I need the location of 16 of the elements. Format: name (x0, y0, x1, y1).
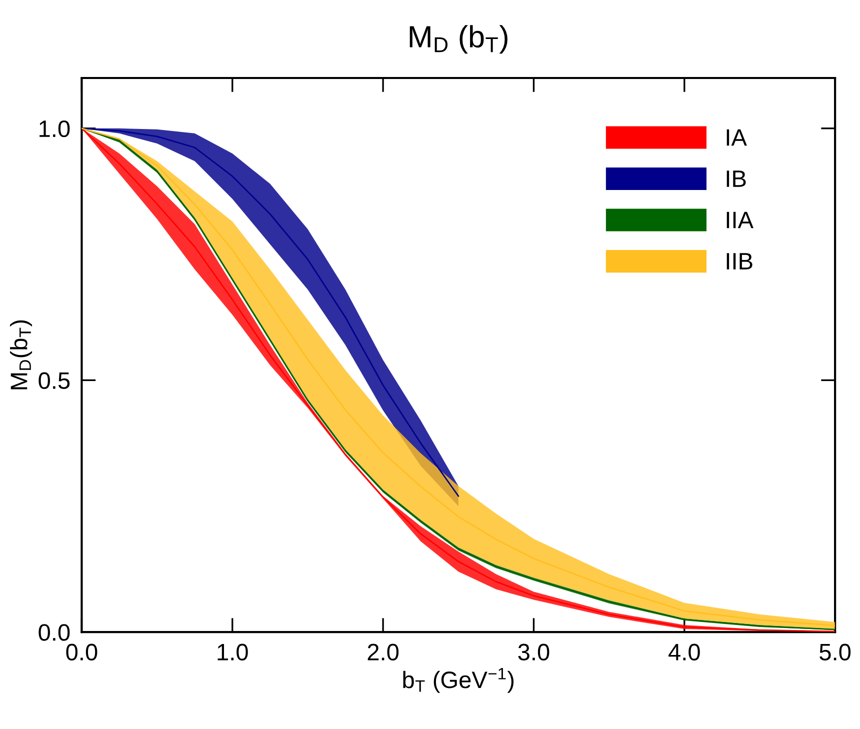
legend-label: IIA (726, 212, 754, 228)
chart-title: M$_{D}$ (b$_{T}$) (410, 25, 508, 54)
x-axis-title: b$_{T}$ (GeV$^{−1}$) (403, 668, 514, 693)
x-tick-label: 0.0 (66, 644, 98, 660)
y-tick-label: 0.5 (38, 372, 70, 389)
x-tick-label: 3.0 (518, 644, 550, 660)
x-tick-label: 2.0 (368, 644, 399, 660)
legend-label: IB (726, 170, 746, 187)
y-tick-label: 0.0 (38, 624, 70, 641)
legend-label: IA (726, 129, 747, 146)
x-tick-label: 1.0 (218, 644, 248, 660)
x-tick-label: 5.0 (820, 644, 851, 660)
legend-label: IIB (726, 253, 752, 270)
y-axis-title: M$_{D}$(b$_{T}$) (10, 320, 32, 390)
x-tick-label: 4.0 (668, 644, 700, 660)
y-tick-label: 1.0 (40, 120, 70, 138)
